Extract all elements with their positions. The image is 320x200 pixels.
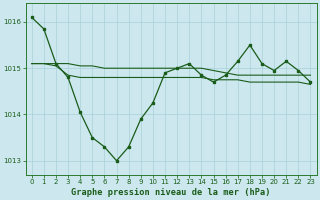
X-axis label: Graphe pression niveau de la mer (hPa): Graphe pression niveau de la mer (hPa) — [71, 188, 271, 197]
